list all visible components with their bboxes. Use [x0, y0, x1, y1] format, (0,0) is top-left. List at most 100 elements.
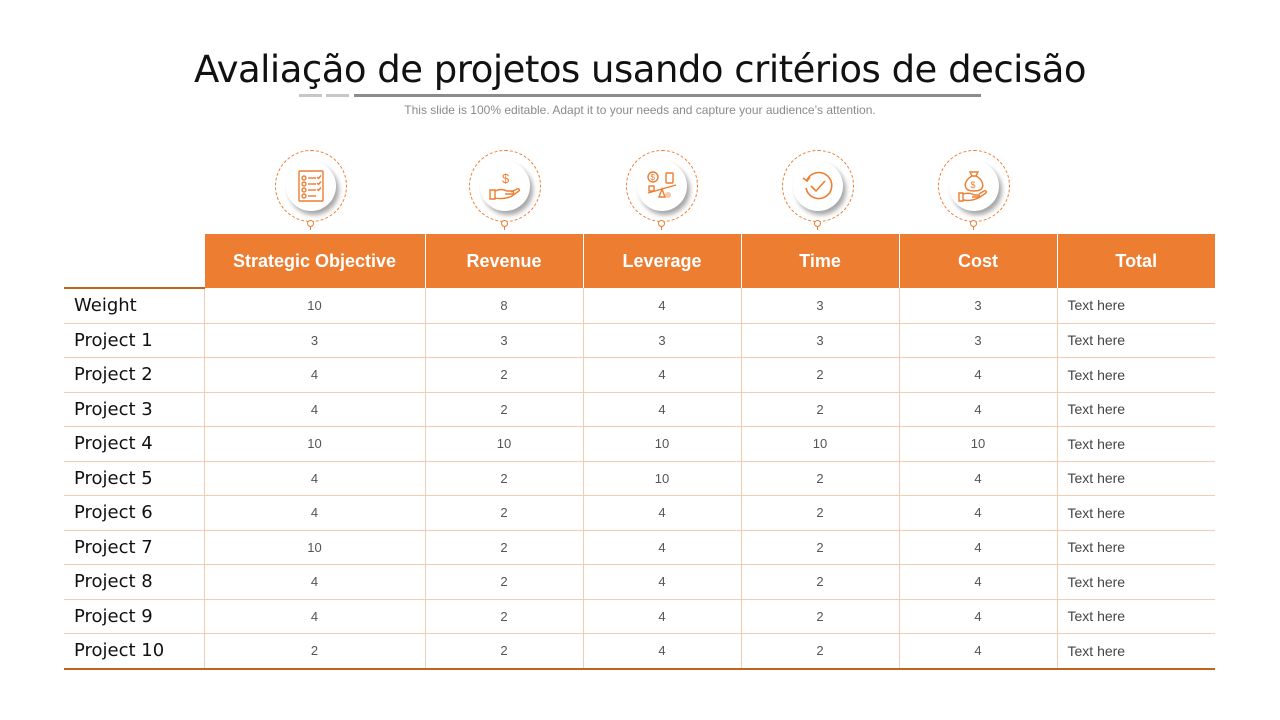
- svg-text:$: $: [971, 180, 976, 190]
- score-cell: 10: [424, 426, 583, 462]
- score-cell: 4: [898, 633, 1057, 670]
- total-cell: Text here: [1056, 461, 1215, 496]
- score-cell: 2: [740, 633, 899, 670]
- score-cell: 2: [740, 564, 899, 600]
- revenue-icon-badge: $: [469, 150, 543, 230]
- row-label: Project 6: [64, 495, 204, 531]
- table-row: Project 5 4 2 10 2 4 Text here: [64, 461, 1215, 496]
- checklist-icon: [298, 170, 324, 202]
- header-strategic-objective: Strategic Objective: [203, 234, 425, 288]
- total-cell: Text here: [1056, 357, 1215, 393]
- score-cell: 2: [424, 392, 583, 427]
- score-cell: 4: [898, 564, 1057, 600]
- score-cell: 2: [740, 530, 899, 565]
- table-row: Project 7 10 2 4 2 4 Text here: [64, 530, 1215, 565]
- total-cell: Text here: [1056, 633, 1215, 670]
- table-row: Project 3 4 2 4 2 4 Text here: [64, 392, 1215, 427]
- row-label: Project 1: [64, 323, 204, 358]
- score-cell: 3: [740, 323, 899, 358]
- score-cell: 4: [582, 599, 741, 634]
- table-row: Project 6 4 2 4 2 4 Text here: [64, 495, 1215, 531]
- score-cell: 2: [424, 461, 583, 496]
- dollar-hand-icon: $: [489, 171, 521, 200]
- total-cell: Text here: [1056, 530, 1215, 565]
- header-cost: Cost: [898, 234, 1057, 288]
- score-cell: 4: [898, 530, 1057, 565]
- score-cell: 4: [582, 564, 741, 600]
- score-cell: 3: [203, 323, 425, 358]
- score-cell: 4: [582, 633, 741, 670]
- table-corner-cell: [64, 234, 204, 289]
- row-label: Project 2: [64, 357, 204, 393]
- score-cell: 10: [898, 426, 1057, 462]
- title-underline-segment: [326, 94, 349, 97]
- score-cell: 4: [898, 599, 1057, 634]
- page-title: Avaliação de projetos usando critérios d…: [193, 48, 1087, 91]
- score-cell: 10: [203, 288, 425, 324]
- score-cell: 4: [582, 357, 741, 393]
- total-cell: Text here: [1056, 323, 1215, 358]
- score-cell: 4: [582, 392, 741, 427]
- row-label: Project 8: [64, 564, 204, 600]
- score-cell: 4: [203, 461, 425, 496]
- score-cell: 4: [898, 495, 1057, 531]
- total-cell: Text here: [1056, 288, 1215, 324]
- score-cell: 10: [740, 426, 899, 462]
- row-label: Project 3: [64, 392, 204, 427]
- row-label: Project 4: [64, 426, 204, 462]
- table-header-row: Strategic Objective Revenue Leverage Tim…: [64, 234, 1215, 289]
- header-time: Time: [740, 234, 899, 288]
- time-icon-badge: [782, 150, 856, 230]
- table-row: Project 1 3 3 3 3 3 Text here: [64, 323, 1215, 358]
- svg-text:$: $: [651, 173, 656, 182]
- score-cell: 8: [424, 288, 583, 324]
- score-cell: 2: [740, 495, 899, 531]
- page-subtitle: This slide is 100% editable. Adapt it to…: [404, 103, 876, 117]
- total-cell: Text here: [1056, 392, 1215, 427]
- table-row: Weight 10 8 4 3 3 Text here: [64, 288, 1215, 324]
- score-cell: 4: [203, 357, 425, 393]
- header-revenue: Revenue: [424, 234, 583, 288]
- score-cell: 3: [898, 323, 1057, 358]
- header-leverage: Leverage: [582, 234, 741, 288]
- total-cell: Text here: [1056, 495, 1215, 531]
- score-cell: 10: [203, 530, 425, 565]
- score-cell: 4: [203, 495, 425, 531]
- header-total: Total: [1056, 234, 1215, 288]
- total-cell: Text here: [1056, 564, 1215, 600]
- score-cell: 3: [582, 323, 741, 358]
- row-label: Project 5: [64, 461, 204, 496]
- total-cell: Text here: [1056, 599, 1215, 634]
- row-label: Project 9: [64, 599, 204, 634]
- score-cell: 10: [582, 426, 741, 462]
- score-cell: 2: [740, 357, 899, 393]
- score-cell: 4: [203, 564, 425, 600]
- score-cell: 4: [898, 392, 1057, 427]
- table-row: Project 4 10 10 10 10 10 Text here: [64, 426, 1215, 462]
- score-cell: 2: [424, 564, 583, 600]
- score-cell: 3: [424, 323, 583, 358]
- title-underline: [354, 94, 981, 97]
- score-cell: 2: [424, 495, 583, 531]
- score-cell: 2: [203, 633, 425, 670]
- score-cell: 10: [582, 461, 741, 496]
- money-bag-hand-icon: $: [958, 171, 988, 202]
- score-cell: 4: [582, 288, 741, 324]
- score-cell: 3: [740, 288, 899, 324]
- score-cell: 3: [898, 288, 1057, 324]
- row-label: Weight: [64, 288, 204, 324]
- score-cell: 4: [898, 461, 1057, 496]
- strategic-objective-icon-badge: [275, 150, 349, 230]
- score-cell: 2: [424, 357, 583, 393]
- score-cell: 2: [740, 461, 899, 496]
- title-underline-segment: [299, 94, 322, 97]
- table-row: Project 8 4 2 4 2 4 Text here: [64, 564, 1215, 600]
- cost-icon-badge: $: [938, 150, 1012, 230]
- table-row: Project 2 4 2 4 2 4 Text here: [64, 357, 1215, 393]
- decision-criteria-table: Strategic Objective Revenue Leverage Tim…: [64, 234, 1215, 670]
- score-cell: 2: [740, 599, 899, 634]
- score-cell: 2: [740, 392, 899, 427]
- score-cell: 4: [582, 530, 741, 565]
- score-cell: 2: [424, 633, 583, 670]
- svg-text:$: $: [502, 171, 510, 186]
